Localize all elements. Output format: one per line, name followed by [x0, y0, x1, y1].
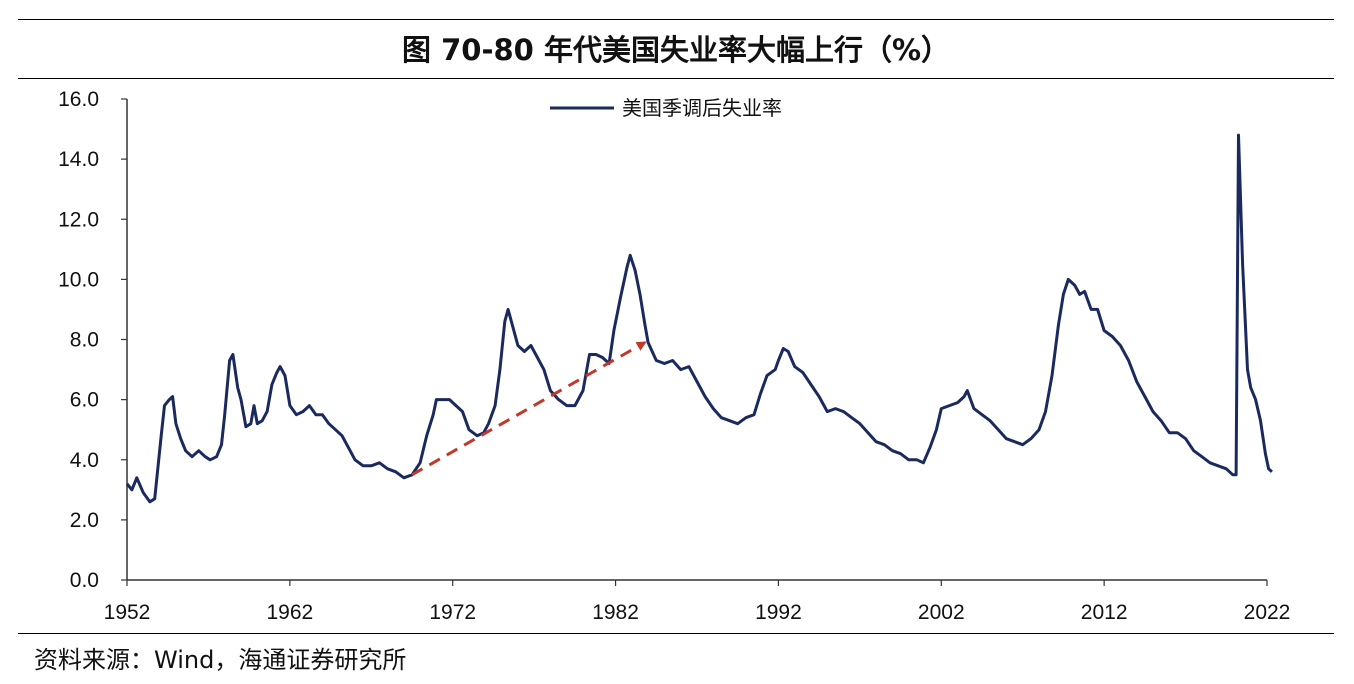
- axes: [121, 98, 1268, 586]
- x-tick-label: 1962: [266, 601, 313, 624]
- x-tick-label: 1982: [592, 601, 639, 624]
- y-tick-label: 16.0: [58, 88, 99, 111]
- y-tick-label: 10.0: [58, 268, 99, 291]
- trend-arrow: [411, 341, 647, 477]
- y-tick-label: 0.0: [70, 569, 99, 592]
- y-tick-label: 8.0: [70, 329, 99, 352]
- x-tick-label: 1972: [429, 601, 476, 624]
- footer-rule: [18, 633, 1334, 634]
- legend-label: 美国季调后失业率: [622, 96, 782, 120]
- series-group: [125, 133, 1273, 504]
- title-top-rule: [18, 19, 1334, 20]
- title-bottom-rule: [18, 78, 1334, 79]
- y-tick-label: 6.0: [70, 389, 99, 412]
- x-tick-label: 2012: [1081, 601, 1128, 624]
- legend: 美国季调后失业率: [550, 96, 782, 120]
- y-tick-label: 4.0: [70, 449, 99, 472]
- x-tick-label: 2002: [918, 601, 965, 624]
- y-tick-label: 14.0: [58, 148, 99, 171]
- tick-labels: 0.0 2.0 4.0 6.0 8.0 10.0 12.0 14.0 16.0 1952 1962 1…: [58, 88, 1290, 624]
- chart-title: 图 70-80 年代美国失业率大幅上行（%）: [402, 33, 950, 67]
- source-note: 资料来源：Wind，海通证券研究所: [34, 646, 407, 674]
- x-tick-label: 1952: [104, 601, 151, 624]
- annotations: [411, 341, 647, 477]
- x-tick-label: 1992: [755, 601, 802, 624]
- series-line-unemployment: [125, 133, 1273, 504]
- y-tick-label: 2.0: [70, 509, 99, 532]
- y-tick-label: 12.0: [58, 208, 99, 231]
- x-tick-label: 2022: [1244, 601, 1291, 624]
